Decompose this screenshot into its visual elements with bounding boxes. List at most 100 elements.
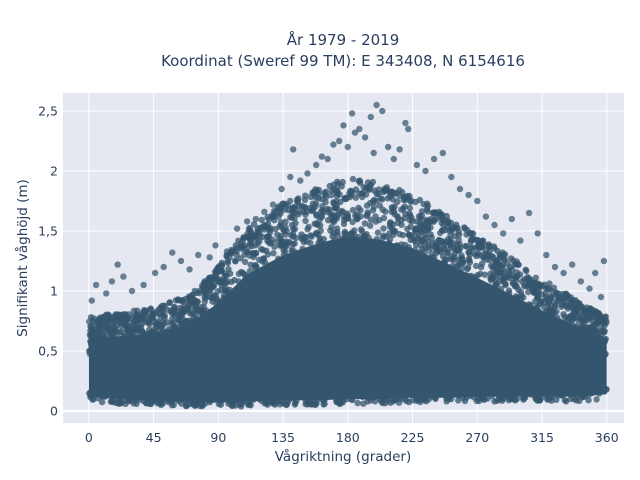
scatter-point xyxy=(341,195,349,203)
scatter-point xyxy=(316,391,323,398)
scatter-point xyxy=(361,220,369,227)
scatter-point xyxy=(253,263,260,271)
scatter-point xyxy=(176,305,183,312)
scatter-point xyxy=(316,268,323,275)
scatter-point xyxy=(497,297,505,304)
scatter-point xyxy=(344,143,351,151)
scatter-point xyxy=(192,298,199,306)
scatter-point xyxy=(431,254,438,261)
scatter-point xyxy=(445,219,452,227)
scatter-point xyxy=(221,317,228,325)
scatter-point xyxy=(290,146,297,153)
scatter-point xyxy=(525,209,533,217)
scatter-point xyxy=(408,287,415,295)
scatter-point xyxy=(287,214,294,221)
scatter-point xyxy=(154,320,161,327)
scatter-point xyxy=(241,258,249,266)
scatter-point xyxy=(562,398,570,405)
scatter-point xyxy=(374,239,381,246)
scatter-point xyxy=(347,191,355,199)
scatter-point xyxy=(367,113,374,121)
scatter-point xyxy=(423,398,430,405)
scatter-point xyxy=(170,319,177,326)
scatter-point xyxy=(340,122,347,129)
scatter-point xyxy=(535,322,542,330)
scatter-point xyxy=(419,237,426,244)
scatter-point xyxy=(479,282,487,290)
scatter-point xyxy=(202,279,209,286)
scatter-point xyxy=(375,249,382,257)
scatter-point xyxy=(304,170,311,177)
scatter-point xyxy=(237,255,244,262)
scatter-point xyxy=(573,397,580,404)
scatter-point xyxy=(561,340,568,347)
scatter-point xyxy=(285,283,293,290)
scatter-point xyxy=(538,394,545,401)
scatter-point xyxy=(440,288,448,295)
scatter-point xyxy=(146,394,154,401)
scatter-point xyxy=(243,218,251,225)
scatter-point xyxy=(515,286,522,293)
scatter-point xyxy=(493,287,500,294)
scatter-point xyxy=(411,274,418,281)
scatter-point xyxy=(313,161,320,169)
scatter-point xyxy=(434,214,441,222)
scatter-point xyxy=(262,284,269,291)
scatter-point xyxy=(250,221,258,228)
scatter-point xyxy=(108,278,116,285)
scatter-point xyxy=(394,243,401,250)
scatter-point xyxy=(402,119,409,127)
scatter-point xyxy=(318,213,325,221)
scatter-point xyxy=(427,263,434,270)
scatter-point xyxy=(218,262,226,269)
scatter-point xyxy=(340,220,348,228)
scatter-point xyxy=(493,397,501,404)
scatter-point xyxy=(475,242,482,250)
scatter-point xyxy=(334,232,341,239)
scatter-point xyxy=(349,250,356,257)
scatter-point xyxy=(592,269,599,277)
scatter-point xyxy=(473,252,480,260)
scatter-point xyxy=(130,333,137,340)
scatter-point xyxy=(437,388,444,395)
scatter-point xyxy=(512,300,519,307)
scatter-point xyxy=(394,219,402,226)
scatter-point xyxy=(436,276,444,283)
scatter-point xyxy=(456,286,463,293)
scatter-point xyxy=(398,206,405,213)
scatter-point xyxy=(464,265,471,273)
scatter-point xyxy=(356,279,364,286)
scatter-point xyxy=(283,227,290,235)
scatter-point xyxy=(212,242,219,249)
scatter-point xyxy=(425,243,432,250)
scatter-point xyxy=(504,386,511,393)
scatter-point xyxy=(385,271,392,278)
scatter-point xyxy=(140,281,147,289)
scatter-point xyxy=(187,330,195,337)
scatter-point xyxy=(351,129,359,136)
scatter-point xyxy=(309,204,317,211)
scatter-point xyxy=(261,208,268,215)
scatter-point xyxy=(455,257,462,264)
scatter-point xyxy=(490,307,497,315)
scatter-point xyxy=(448,282,455,290)
scatter-point xyxy=(308,233,315,240)
scatter-point xyxy=(552,387,559,395)
scatter-point xyxy=(430,155,438,163)
scatter-point xyxy=(402,254,410,262)
scatter-point xyxy=(461,225,468,232)
scatter-point xyxy=(309,278,316,285)
scatter-point xyxy=(589,337,596,344)
scatter-point xyxy=(506,274,513,282)
scatter-point xyxy=(173,337,181,345)
scatter-point xyxy=(271,399,278,406)
scatter-point xyxy=(382,247,389,255)
scatter-point xyxy=(466,259,474,266)
scatter-point xyxy=(548,288,556,295)
y-tick-labels: 0 0,5 1 1,5 2 2,5 xyxy=(38,104,58,419)
scatter-point xyxy=(477,270,484,278)
scatter-point xyxy=(352,259,359,267)
scatter-point xyxy=(140,392,147,399)
scatter-point xyxy=(440,216,447,223)
